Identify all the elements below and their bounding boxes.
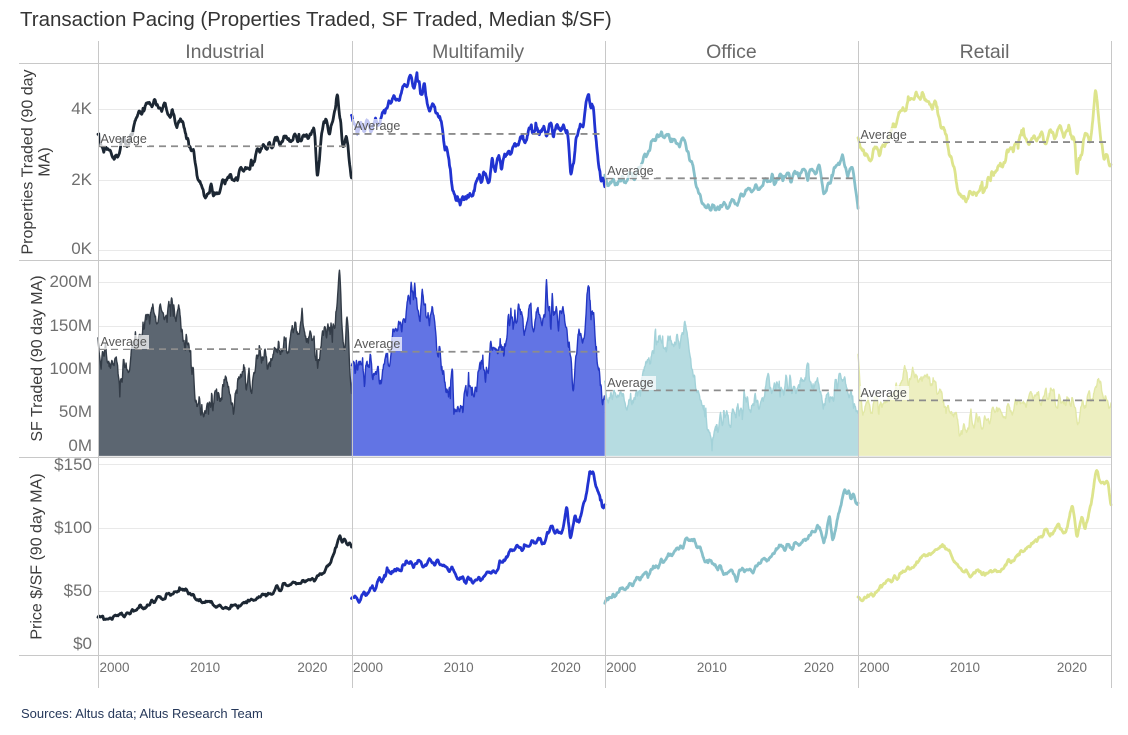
row-label-line: MA) — [37, 147, 54, 177]
y-axis-tick-label: 150M — [49, 315, 92, 335]
y-axis-tick-label: 100M — [49, 359, 92, 379]
x-axis-tick-label: 2010 — [190, 660, 221, 675]
average-line-label: Average — [859, 385, 909, 400]
series-line-industrial-properties — [96, 93, 353, 200]
y-axis-tick-label: 200M — [49, 272, 92, 292]
x-axis-tick-label: 2000 — [99, 660, 130, 675]
x-axis-tick-label: 2020 — [297, 660, 328, 675]
row-label-price-sf: Price $/SF (90 day MA) — [29, 457, 46, 655]
average-line-label: Average — [99, 334, 149, 349]
series-line-retail-properties — [856, 89, 1113, 204]
source-note: Sources: Altus data; Altus Research Team — [21, 706, 263, 721]
y-axis-tick-label: $0 — [73, 633, 92, 653]
series-line-office-price — [603, 488, 860, 605]
average-line-label: Average — [606, 375, 656, 390]
series-area-industrial-sf — [98, 270, 352, 456]
x-axis-tick-label: 2020 — [550, 660, 581, 675]
x-axis-tick-label: 2010 — [696, 660, 727, 675]
series-area-edge-office-sf — [604, 320, 859, 452]
panel-borders-layer — [19, 41, 1112, 688]
row-label-line: Price $/SF (90 day MA) — [28, 473, 46, 640]
y-axis-tick-label: 2K — [71, 169, 92, 189]
y-axis-tick-label: $150 — [54, 455, 92, 474]
series-line-office-properties — [603, 130, 860, 212]
column-header-industrial: Industrial — [185, 41, 265, 63]
x-axis-tick-label: 2000 — [606, 660, 637, 675]
average-line-label: Average — [353, 119, 403, 134]
series-line-multifamily-price — [350, 470, 607, 604]
y-axis-tick-label: $50 — [63, 581, 92, 601]
x-axis-tick-label: 2000 — [859, 660, 890, 675]
column-header-office: Office — [706, 41, 757, 63]
series-line-retail-price — [856, 469, 1113, 603]
y-axis-tick-label: 0K — [71, 238, 92, 258]
series-area-multifamily-sf — [351, 279, 605, 456]
average-line-label: Average — [353, 337, 403, 352]
x-axis-tick-label: 2010 — [949, 660, 980, 675]
column-header-retail: Retail — [959, 41, 1010, 63]
row-label-properties-traded: Properties Traded (90 day MA) — [20, 63, 54, 260]
column-header-multifamily: Multifamily — [432, 41, 525, 63]
chart-title: Transaction Pacing (Properties Traded, S… — [20, 8, 612, 31]
x-axis-tick-label: 2010 — [443, 660, 474, 675]
series-area-edge-multifamily-sf — [350, 279, 606, 415]
series-line-multifamily-properties — [350, 71, 607, 207]
row-label-line: Properties Traded (90 day — [20, 69, 37, 255]
series-marks-layer — [96, 71, 1113, 621]
average-reference-lines-layer — [99, 133, 1110, 402]
series-line-industrial-price — [96, 534, 353, 621]
series-area-edge-retail-sf — [857, 353, 1112, 437]
y-axis-tick-label: 0M — [68, 435, 92, 455]
x-axis-tick-label: 2000 — [352, 660, 384, 675]
average-line-label: Average — [99, 131, 149, 146]
average-line-label: Average — [859, 127, 909, 142]
x-axis-tick-label: 2020 — [1056, 660, 1087, 675]
series-area-office-sf — [604, 321, 858, 456]
x-axis-tick-label: 2020 — [803, 660, 834, 675]
y-axis-tick-label: $100 — [54, 517, 92, 537]
y-axis-tick-label: 4K — [71, 99, 92, 119]
average-line-label: Average — [606, 163, 656, 178]
y-axis-tick-label: 50M — [58, 402, 92, 422]
